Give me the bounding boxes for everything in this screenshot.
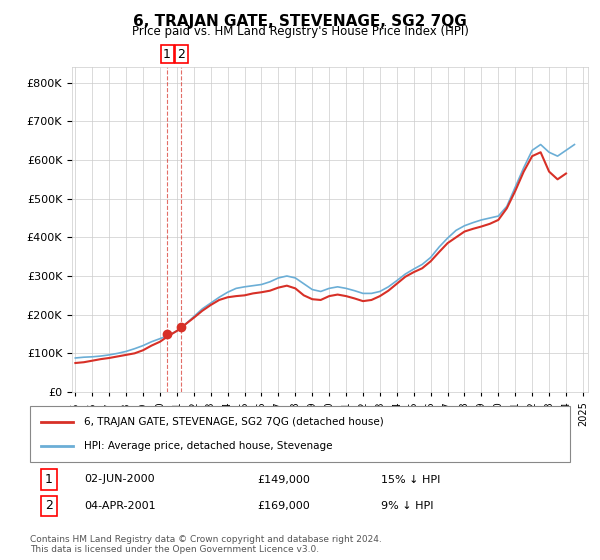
- Text: 9% ↓ HPI: 9% ↓ HPI: [381, 501, 433, 511]
- Text: Price paid vs. HM Land Registry's House Price Index (HPI): Price paid vs. HM Land Registry's House …: [131, 25, 469, 38]
- Text: HPI: Average price, detached house, Stevenage: HPI: Average price, detached house, Stev…: [84, 441, 332, 451]
- Text: £169,000: £169,000: [257, 501, 310, 511]
- Text: 2: 2: [45, 500, 53, 512]
- Text: 1: 1: [163, 48, 171, 60]
- Text: 6, TRAJAN GATE, STEVENAGE, SG2 7QG: 6, TRAJAN GATE, STEVENAGE, SG2 7QG: [133, 14, 467, 29]
- Text: 04-APR-2001: 04-APR-2001: [84, 501, 155, 511]
- Text: 15% ↓ HPI: 15% ↓ HPI: [381, 474, 440, 484]
- Text: 2: 2: [177, 48, 185, 60]
- Text: £149,000: £149,000: [257, 474, 310, 484]
- Text: 02-JUN-2000: 02-JUN-2000: [84, 474, 155, 484]
- Text: 6, TRAJAN GATE, STEVENAGE, SG2 7QG (detached house): 6, TRAJAN GATE, STEVENAGE, SG2 7QG (deta…: [84, 417, 384, 427]
- Text: Contains HM Land Registry data © Crown copyright and database right 2024.
This d: Contains HM Land Registry data © Crown c…: [30, 535, 382, 554]
- FancyBboxPatch shape: [30, 406, 570, 462]
- Text: 1: 1: [45, 473, 53, 486]
